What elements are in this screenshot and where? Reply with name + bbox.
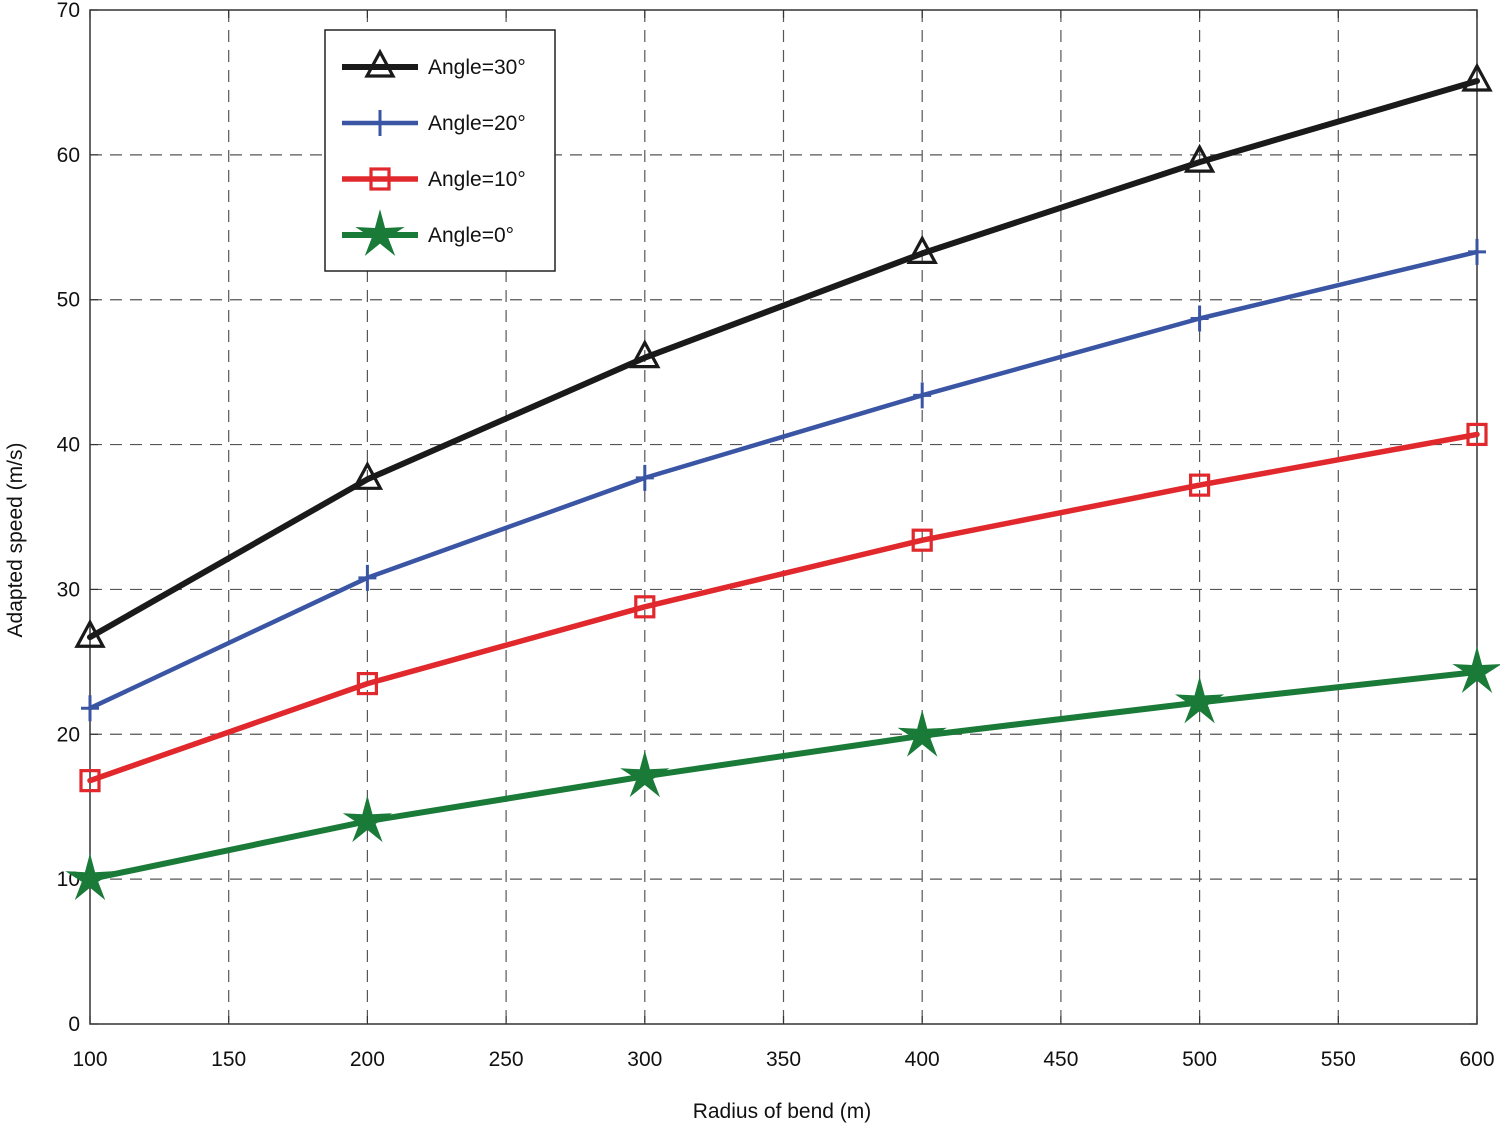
data-point: [911, 528, 933, 552]
legend-item: Angle=20°: [342, 110, 526, 136]
x-tick-label: 400: [905, 1048, 940, 1071]
x-tick-label: 450: [1043, 1048, 1078, 1071]
legend-marker: [355, 209, 405, 256]
data-point: [1174, 676, 1225, 724]
data-point: [1188, 473, 1211, 497]
series-star: [65, 646, 1500, 901]
axis-ticks: 100 150 200 250 300 350 400 450 500 550 6000102030…: [57, 0, 1495, 1071]
data-point: [1461, 62, 1493, 92]
x-tick-label: 200: [350, 1048, 385, 1071]
x-tick-label: 250: [489, 1048, 524, 1071]
data-point: [1468, 238, 1486, 265]
series-triangle: [74, 62, 1493, 648]
data-point: [906, 235, 938, 264]
data-point: [351, 460, 384, 490]
y-tick-label: 40: [57, 434, 80, 457]
legend-item: Angle=0°: [342, 209, 514, 256]
y-tick-label: 20: [57, 723, 80, 746]
legend-marker: [371, 110, 389, 136]
data-point: [342, 795, 393, 843]
data-point: [81, 695, 99, 722]
data-point: [620, 750, 670, 798]
legend-marker: [369, 167, 391, 191]
data-point: [65, 853, 115, 901]
y-tick-label: 50: [57, 289, 80, 312]
legend-label: Angle=0°: [428, 224, 514, 247]
data-point: [1452, 646, 1500, 693]
y-tick-label: 60: [57, 144, 80, 167]
series-plus: [81, 238, 1486, 722]
data-point: [635, 464, 654, 491]
data-point: [913, 382, 932, 409]
x-tick-label: 600: [1459, 1048, 1494, 1071]
data-point: [79, 769, 101, 793]
x-axis-label: Radius of bend (m): [693, 1100, 872, 1123]
series-line: [87, 431, 1480, 784]
data-point: [1183, 143, 1216, 173]
data-point: [358, 564, 377, 591]
x-tick-label: 300: [627, 1048, 662, 1071]
legend-item: Angle=30°: [342, 48, 526, 79]
legend: Angle=30° Angle=20° Angle=10° Angle=0°: [324, 29, 556, 272]
legend-marker: [364, 48, 396, 78]
series-square: [79, 422, 1488, 793]
data-point: [629, 339, 661, 369]
data-point: [74, 618, 106, 648]
x-tick-label: 150: [211, 1048, 246, 1071]
data-point: [634, 595, 656, 619]
legend-label: Angle=30°: [428, 56, 526, 79]
legend-item: Angle=10°: [342, 167, 526, 191]
data-point: [897, 709, 947, 757]
data-point: [1466, 422, 1488, 447]
series-line: [87, 249, 1480, 711]
y-axis-label: Adapted speed (m/s): [4, 443, 27, 638]
y-tick-label: 30: [57, 578, 80, 601]
series-group: [65, 62, 1500, 901]
x-tick-label: 550: [1321, 1048, 1356, 1071]
x-tick-label: 500: [1182, 1048, 1217, 1071]
data-point: [1190, 305, 1209, 332]
y-tick-label: 70: [57, 0, 80, 22]
data-point: [356, 671, 378, 696]
x-tick-label: 350: [766, 1048, 801, 1071]
y-tick-label: 0: [68, 1013, 80, 1036]
series-line: [87, 669, 1480, 883]
x-tick-label: 100: [72, 1048, 107, 1071]
series-line: [87, 78, 1480, 641]
legend-label: Angle=10°: [428, 168, 526, 191]
legend-label: Angle=20°: [428, 112, 526, 135]
